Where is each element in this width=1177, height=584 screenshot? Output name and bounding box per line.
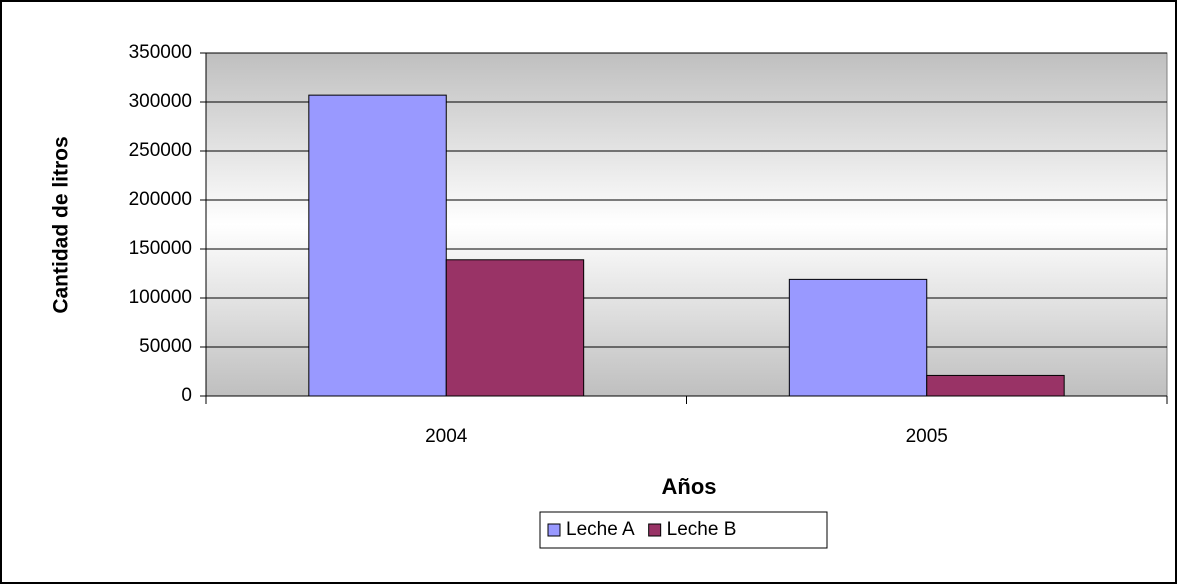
legend-swatch: [547, 523, 561, 537]
y-axis-title: Cantidad de litros: [50, 136, 73, 313]
x-tick-label: 2005: [906, 426, 948, 447]
y-tick-label: 350000: [129, 42, 192, 63]
bar: [445, 259, 585, 397]
y-tick-label: 200000: [129, 189, 192, 210]
legend-box: [539, 511, 828, 549]
x-axis-title: Años: [662, 474, 717, 499]
y-tick-label: 250000: [129, 140, 192, 161]
y-tick-label: 50000: [139, 336, 192, 357]
legend-swatch: [648, 523, 662, 537]
y-tick-label: 0: [181, 385, 192, 406]
y-tick-label: 150000: [129, 238, 192, 259]
bar: [308, 94, 447, 397]
y-tick-label: 300000: [129, 91, 192, 112]
x-tick-label: 2004: [425, 426, 468, 447]
legend-label: Leche A: [566, 519, 635, 540]
y-tick-label: 100000: [129, 287, 192, 308]
legend-label: Leche B: [667, 519, 737, 540]
bar: [926, 374, 1065, 397]
bar: [788, 278, 928, 397]
